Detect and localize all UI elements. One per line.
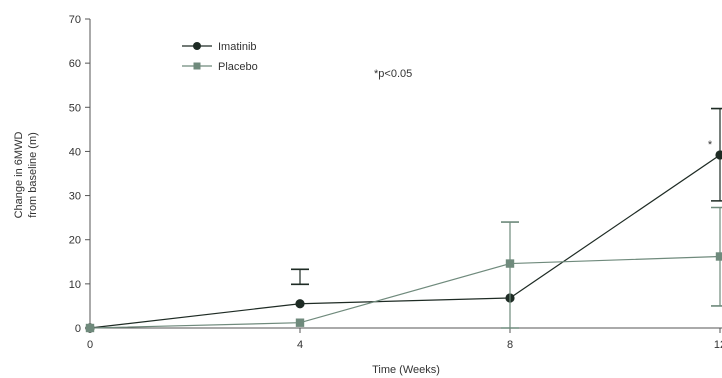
y-axis-label-line-1: Change in 6MWD (13, 132, 25, 219)
y-ticks: 0 10 20 30 40 50 60 70 (69, 14, 90, 335)
y-axis-label: Change in 6MWD from baseline (m) (13, 132, 39, 219)
data-point-placebo-0 (85, 323, 95, 333)
y-tick-label-50: 50 (69, 102, 81, 114)
series-layer: **** (85, 107, 722, 333)
legend: Imatinib Placebo (182, 41, 258, 73)
legend-item-placebo: Placebo (182, 61, 258, 73)
legend-marker-placebo (193, 62, 201, 70)
y-tick-label-10: 10 (69, 279, 81, 291)
legend-label-imatinib: Imatinib (218, 41, 257, 53)
data-point-imatinib-4 (295, 299, 305, 309)
series-line-placebo (89, 255, 722, 329)
x-tick-label-4: 4 (297, 339, 303, 351)
significance-annotation: *p<0.05 (374, 68, 412, 80)
y-axis-label-line-2: from baseline (m) (27, 132, 39, 218)
series-placebo (85, 206, 722, 333)
x-axis-label: Time (Weeks) (372, 364, 440, 376)
series-line-imatinib (89, 153, 722, 329)
data-point-placebo-8 (505, 259, 515, 268)
y-tick-label-40: 40 (69, 146, 81, 158)
y-tick-label-60: 60 (69, 58, 81, 70)
x-ticks: 0481216202 (87, 328, 722, 351)
legend-marker-imatinib (193, 42, 201, 50)
data-point-imatinib-12 (715, 150, 722, 160)
y-tick-label-30: 30 (69, 191, 81, 203)
x-tick-label-8: 8 (507, 339, 513, 351)
legend-item-imatinib: Imatinib (182, 41, 257, 53)
legend-label-placebo: Placebo (218, 61, 258, 73)
y-tick-label-70: 70 (69, 14, 81, 26)
error-bar-imatinib-4 (291, 268, 309, 286)
error-bar-placebo-8 (501, 221, 519, 329)
data-point-placebo-4 (295, 318, 305, 327)
axes (89, 19, 722, 329)
x-tick-label-12: 12 (714, 339, 722, 351)
significance-mark-12: * (708, 139, 713, 151)
y-tick-label-20: 20 (69, 235, 81, 247)
data-point-placebo-12 (715, 252, 722, 261)
y-tick-label-0: 0 (75, 323, 81, 335)
x-tick-label-0: 0 (87, 339, 93, 351)
